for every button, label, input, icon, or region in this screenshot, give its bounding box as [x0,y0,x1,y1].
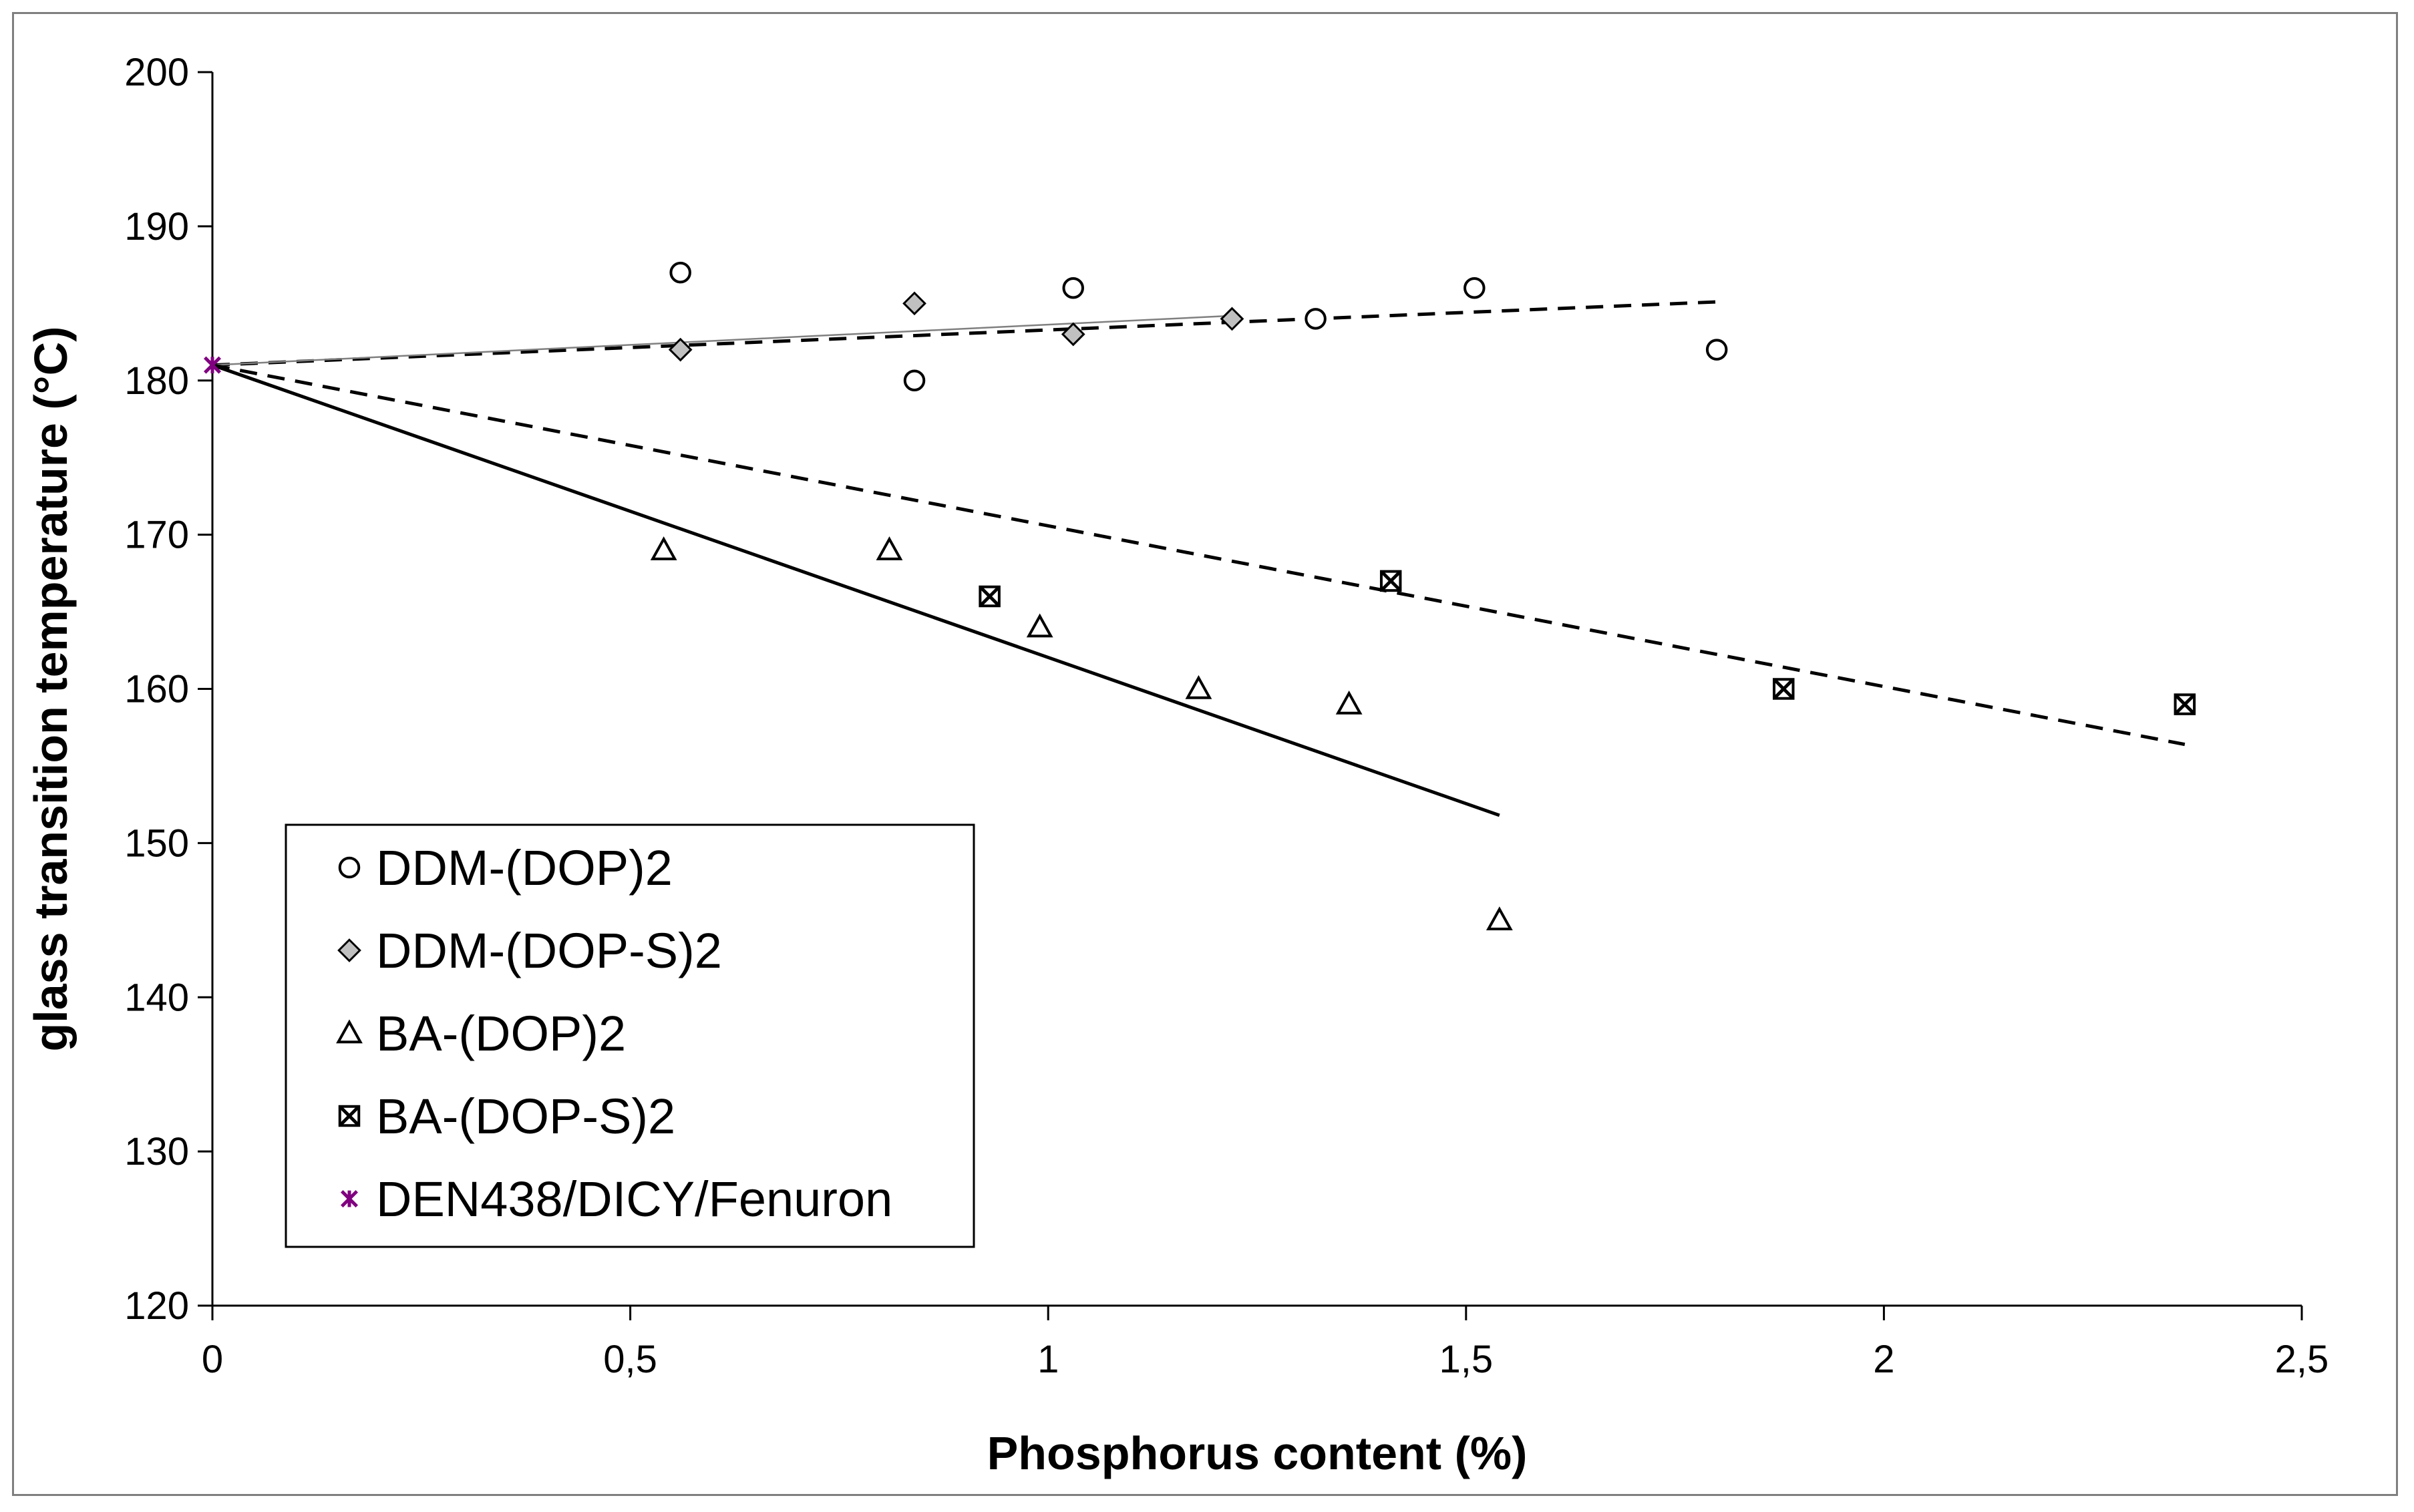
legend-label: BA-(DOP-S)2 [376,1089,675,1144]
data-point [1486,906,1513,931]
y-tick-label: 120 [124,1284,189,1328]
triangle-marker-shape [876,536,903,560]
y-tick-label: 190 [124,205,189,248]
data-point [1463,276,1486,299]
diamond-marker-shape [902,291,926,316]
data-point [1220,307,1244,331]
data-point [1379,570,1402,592]
trendline [212,300,1717,367]
data-markers [203,261,2196,931]
legend-label: DDM-(DOP)2 [376,840,673,896]
x-tick-label: 1,5 [1439,1338,1493,1381]
data-point [1773,678,1795,700]
box-marker-cross [979,585,1001,607]
circle-marker-shape [1705,339,1728,361]
data-point [1705,339,1728,361]
y-tick-label: 170 [124,514,189,557]
data-point [902,291,926,316]
data-point [650,536,677,560]
x-axis-title: Phosphorus content (%) [987,1427,1528,1479]
diamond-marker-shape [337,938,361,962]
y-tick-label: 180 [124,359,189,403]
legend-swatch [337,938,361,962]
y-tick-label: 130 [124,1130,189,1173]
triangle-marker-shape [650,536,677,560]
circle-marker-shape [1062,276,1084,299]
triangle-marker-shape [1185,675,1212,699]
x-tick-label: 0 [202,1338,223,1381]
data-point [1305,308,1327,330]
circle-marker-shape [903,369,926,391]
data-point [2174,693,2196,715]
x-tick-label: 2,5 [2275,1338,2329,1381]
data-point [1335,690,1363,715]
axes: 120 130 140 150 160 170 180 190 200 0 0,5 1 1,5 2 2,5 [124,51,2329,1381]
legend-label: BA-(DOP)2 [376,1006,626,1061]
data-point [203,356,222,374]
y-tick-label: 160 [124,668,189,711]
circle-marker-shape [1463,276,1486,299]
box-marker-cross [338,1105,361,1127]
y-tick-label: 200 [124,51,189,94]
diamond-marker-shape [1061,322,1085,347]
data-point [903,369,926,391]
y-axis-title: glass transition temperature (°C) [25,327,77,1052]
trendlines [212,300,2186,817]
circle-marker-shape [1305,308,1327,330]
legend-label: DEN438/DICY/Fenuron [376,1171,892,1227]
data-point [668,337,693,362]
triangle-marker-shape [1486,906,1513,931]
data-point [979,585,1001,608]
legend-label: DDM-(DOP-S)2 [376,923,722,978]
triangle-marker-shape [1335,690,1363,715]
box-marker-cross [2174,693,2196,715]
triangle-marker-shape [336,1019,363,1044]
circle-marker-shape [669,261,691,284]
x-tick-label: 1 [1037,1338,1059,1381]
legend-swatch [338,856,361,879]
triangle-marker-shape [1026,613,1053,638]
trendline [212,315,1232,366]
chart-frame [12,12,2398,1496]
box-marker-cross [1380,570,1402,592]
data-point [669,261,691,284]
legend-swatch [340,1189,359,1208]
diamond-marker-shape [668,337,693,362]
circle-marker-shape [338,856,361,879]
y-tick-label: 150 [124,821,189,865]
data-point [1062,276,1084,299]
trendline [212,363,1500,817]
data-point [1185,675,1212,699]
data-point [1061,322,1085,347]
y-tick-label: 140 [124,976,189,1019]
legend: DDM-(DOP)2 DDM-(DOP-S)2 BA-(DOP)2 BA-(DOP-S… [285,823,975,1248]
diamond-marker-shape [1220,307,1244,331]
data-point [876,536,903,560]
legend-swatch [338,1105,361,1127]
legend-swatch [336,1019,363,1044]
x-tick-label: 0,5 [603,1338,657,1381]
box-marker-cross [1773,678,1795,700]
data-point [1026,613,1053,638]
x-tick-label: 2 [1873,1338,1894,1381]
legend-box [285,823,975,1248]
